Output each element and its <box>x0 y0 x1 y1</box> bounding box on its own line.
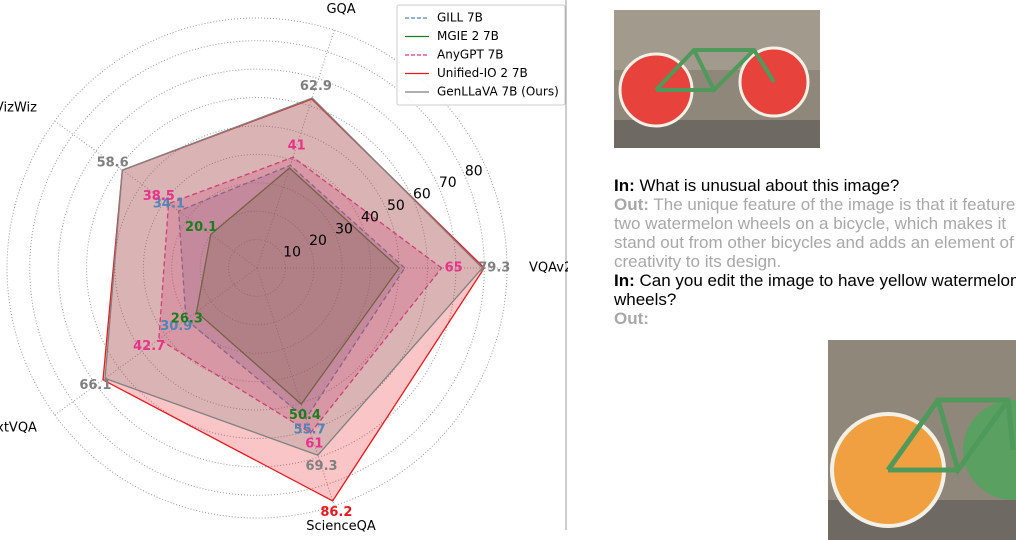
legend-label: Unified-IO 2 7B <box>437 66 528 80</box>
value-label: 26.3 <box>171 311 203 326</box>
value-label: 20.1 <box>185 220 217 235</box>
r-tick-label: 20 <box>309 233 327 249</box>
role: Out: <box>614 309 649 328</box>
chart: 10 20 30 40 50 60 70 80 VQAv2 GQA VizWiz TextVQA Sci… <box>0 0 568 540</box>
value-label: 38.5 <box>143 189 175 204</box>
legend-label: GILL 7B <box>437 11 483 25</box>
r-tick-label: 40 <box>361 210 379 226</box>
value-label: 42.7 <box>133 339 165 354</box>
page: 10 20 30 40 50 60 70 80 VQAv2 GQA VizWiz TextVQA Sci… <box>0 0 1016 540</box>
value-label: 66.1 <box>79 378 111 393</box>
value-label: 62.9 <box>300 79 332 94</box>
value-label: 79.3 <box>478 261 510 276</box>
role: In: <box>614 176 635 195</box>
turn-text: Can you edit the image to have yellow wa… <box>614 271 1016 309</box>
dialogue-turn: Out: The unique feature of the image is … <box>614 195 1016 271</box>
dialogue-turn: In: Can you edit the image to have yello… <box>614 271 1016 309</box>
category-label: VQAv2 <box>529 261 568 276</box>
turn-text: The unique feature of the image is that … <box>614 195 1016 271</box>
legend-label: MGIE 2 7B <box>437 29 499 43</box>
role: In: <box>614 271 635 290</box>
r-tick-label: 50 <box>387 198 405 214</box>
role: Out: <box>614 195 649 214</box>
legend-label: AnyGPT 7B <box>437 48 503 62</box>
dialogue-turn: Out: <box>614 309 1016 328</box>
category-label: VizWiz <box>0 101 37 116</box>
r-tick-label: 60 <box>413 187 431 203</box>
r-tick-label: 30 <box>335 221 353 237</box>
category-label: TextVQA <box>0 420 37 435</box>
turn-text: What is unusual about this image? <box>640 176 900 195</box>
value-label: 69.3 <box>306 459 338 474</box>
output-image <box>828 340 1016 540</box>
value-label: 58.6 <box>97 156 129 171</box>
value-label: 61 <box>305 437 323 452</box>
value-label: 50.4 <box>289 408 321 423</box>
value-label: 65 <box>445 261 463 276</box>
category-label: ScienceQA <box>306 519 376 534</box>
value-label: 55.7 <box>294 422 326 437</box>
dialogue-turn: In: What is unusual about this image? <box>614 176 1016 195</box>
r-tick-label: 80 <box>465 163 483 179</box>
dialogue: In: What is unusual about this image?Out… <box>614 176 1016 328</box>
input-image <box>614 10 820 148</box>
example-panel: In: What is unusual about this image?Out… <box>568 0 1016 540</box>
value-label: 86.2 <box>320 505 352 520</box>
value-label: 41 <box>288 138 306 153</box>
r-tick-label: 70 <box>439 175 457 191</box>
legend-label: GenLLaVA 7B (Ours) <box>437 85 559 99</box>
r-tick-label: 10 <box>283 244 301 260</box>
category-label: GQA <box>326 2 355 17</box>
